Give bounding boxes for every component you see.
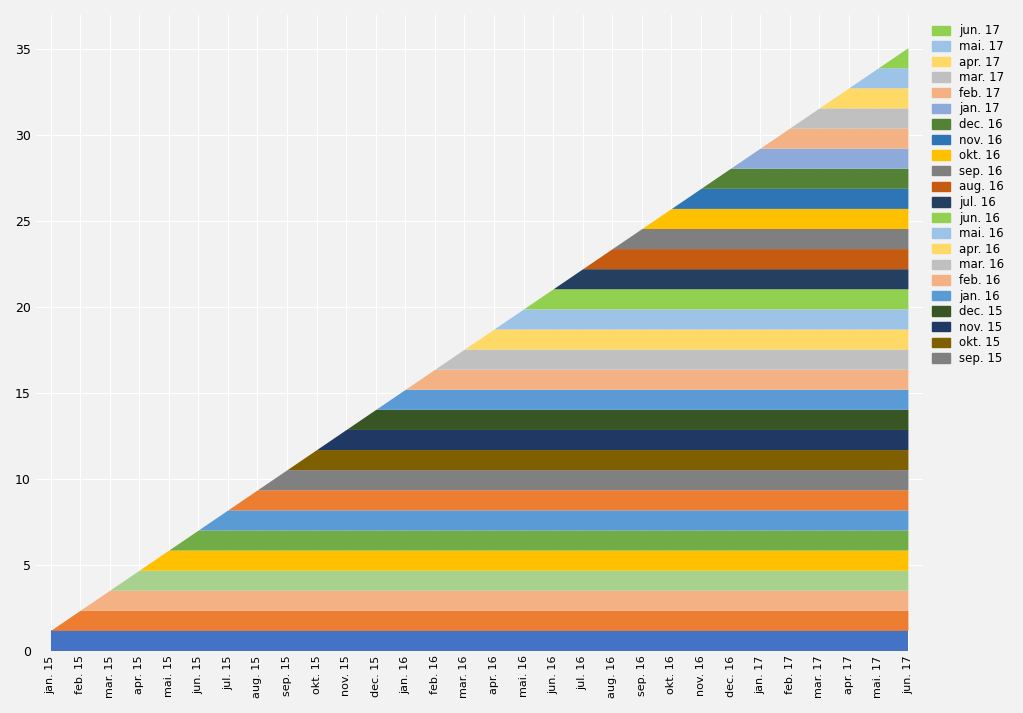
Legend: jun. 17, mai. 17, apr. 17, mar. 17, feb. 17, jan. 17, dec. 16, nov. 16, okt. 16,: jun. 17, mai. 17, apr. 17, mar. 17, feb.… <box>929 21 1008 369</box>
